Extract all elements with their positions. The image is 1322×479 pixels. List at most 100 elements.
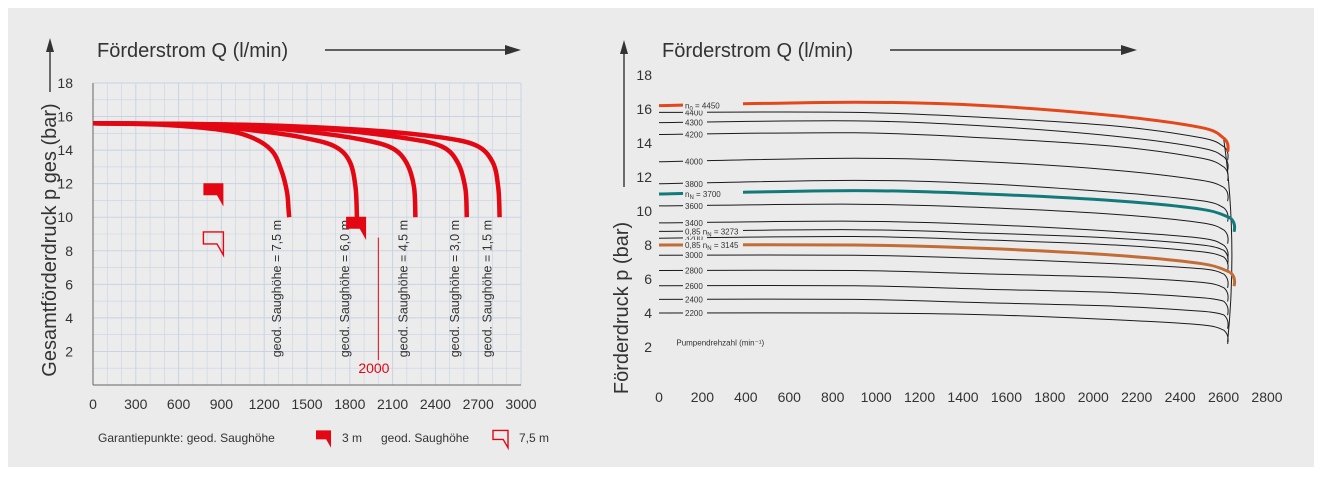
right-series-label-bg — [683, 156, 707, 167]
right-speed-axis-label: Pumpendrehzahl (min⁻¹) — [676, 338, 764, 347]
right-series-label-bg — [683, 178, 707, 189]
right-series-line — [658, 235, 1224, 258]
right-y-tick-label: 4 — [644, 305, 652, 321]
right-series-line — [658, 269, 1224, 288]
right-x-tick-label: 2200 — [1121, 389, 1152, 405]
right-x-tick-label: 1000 — [861, 389, 892, 405]
guarantee-marker-filled-icon — [346, 216, 367, 240]
right-series-label: n0 = 4450 — [685, 102, 720, 113]
right-series-label-bg — [683, 217, 707, 228]
right-series-label: 3000 — [685, 251, 703, 260]
right-y-arrow-head — [620, 40, 628, 54]
right-series-label: 2800 — [685, 267, 703, 276]
right-series-hook — [1223, 207, 1229, 222]
right-series-label: 3400 — [685, 219, 703, 228]
left-y-tick-label: 18 — [57, 75, 73, 91]
right-series-label: 3600 — [685, 202, 703, 211]
right-y-tick-label: 2 — [644, 339, 652, 355]
right-series-label: 2200 — [685, 309, 703, 318]
right-series-hook — [1223, 300, 1229, 316]
right-series-label-bg — [683, 226, 743, 237]
right-series-label-bg — [683, 250, 707, 261]
legend-outline-label: geod. Saughöhe — [381, 431, 469, 445]
right-y-tick-label: 18 — [636, 67, 652, 83]
right-series-label: 0,85 nN = 3273 — [685, 227, 739, 238]
right-x-tick-label: 800 — [821, 389, 845, 405]
right-series-hook — [1223, 329, 1229, 345]
left-y-tick-label: 12 — [57, 176, 73, 192]
right-series-label: 4300 — [685, 119, 703, 128]
left-x-tick-label: 900 — [210, 396, 234, 412]
right-series-hook — [1223, 156, 1229, 171]
right-x-tick-label: 200 — [691, 389, 715, 405]
right-y-tick-label: 8 — [644, 237, 652, 253]
left-annotation-label: 2000 — [358, 360, 389, 376]
right-series-label-bg — [683, 280, 707, 291]
left-x-tick-label: 600 — [167, 396, 191, 412]
left-series-line — [92, 121, 502, 218]
right-series-line — [658, 189, 1231, 220]
right-series-label-bg — [683, 189, 743, 199]
right-series-label: 2600 — [685, 282, 703, 291]
left-y-tick-label: 6 — [65, 276, 73, 292]
left-y-arrow-head — [46, 38, 54, 52]
right-x-tick-label: 1400 — [947, 389, 978, 405]
right-series-label-bg — [683, 117, 707, 128]
legend-filled-icon — [316, 430, 331, 448]
legend-outline-icon — [492, 429, 509, 451]
right-series-hook — [1223, 229, 1229, 244]
right-y-tick-label: 14 — [636, 135, 652, 151]
right-series-hook — [1223, 249, 1229, 265]
right-series-label: 3800 — [685, 180, 703, 189]
right-x-tick-label: 2000 — [1078, 389, 1109, 405]
right-series-line — [658, 285, 1224, 302]
right-series-hook — [1223, 186, 1229, 202]
guarantee-marker-filled-icon — [203, 183, 224, 207]
right-series-label-bg — [683, 294, 707, 305]
right-series-line — [658, 229, 1224, 251]
right-series-line — [658, 312, 1224, 331]
left-x-tick-label: 3000 — [505, 396, 536, 412]
right-y-tick-label: 12 — [636, 169, 652, 185]
right-title: Förderstrom Q (l/min) — [662, 40, 853, 62]
legend-prefix: Garantiepunkte: geod. Saughöhe — [98, 431, 275, 445]
left-y-tick-label: 8 — [65, 243, 73, 259]
right-y-tick-label: 16 — [636, 101, 652, 117]
left-x-tick-label: 2700 — [463, 396, 494, 412]
right-series-hook — [1229, 271, 1237, 287]
right-series-hook — [1223, 287, 1229, 302]
left-x-tick-label: 1500 — [291, 396, 322, 412]
right-x-tick-label: 2400 — [1165, 389, 1196, 405]
right-series-label: 3200 — [685, 234, 703, 243]
right-series-line — [658, 254, 1224, 275]
left-x-tick-label: 1200 — [249, 396, 280, 412]
left-chart: 0 300 600 900 1200 1500 1800 2100 2400 2700 3000 2 4… — [39, 38, 549, 451]
right-series-label-bg — [683, 233, 707, 244]
left-series-label: geod. Saughöhe = 6,0 m — [338, 220, 352, 357]
right-series-line — [658, 120, 1224, 158]
right-x-tick-label: 1800 — [1034, 389, 1065, 405]
left-title-arrow-head — [505, 45, 521, 55]
left-x-tick-label: 1800 — [334, 396, 365, 412]
right-series-line — [658, 111, 1224, 147]
right-series-hook — [1223, 146, 1229, 161]
right-series-hook — [1229, 216, 1237, 233]
right-y-tick-label: 10 — [636, 203, 652, 219]
left-y-tick-label: 2 — [65, 343, 73, 359]
right-series-label-bg — [683, 100, 743, 111]
right-x-tick-label: 400 — [734, 389, 758, 405]
right-series-line — [658, 203, 1224, 231]
right-series-label-bg — [683, 240, 743, 250]
right-series-label-bg — [683, 107, 707, 118]
right-series-label-bg — [683, 129, 707, 140]
right-y-tick-label: 6 — [644, 271, 652, 287]
right-series-hook — [1223, 273, 1229, 289]
right-x-tick-label: 2600 — [1208, 389, 1239, 405]
left-series-label: geod. Saughöhe = 3,0 m — [448, 220, 462, 357]
left-y-axis-label: Gesamtförderdruck p ges (bar) — [39, 103, 61, 376]
left-y-tick-label: 10 — [57, 209, 73, 225]
right-series-line — [658, 243, 1231, 274]
right-x-tick-label: 0 — [655, 389, 663, 405]
left-x-tick-label: 0 — [89, 396, 97, 412]
